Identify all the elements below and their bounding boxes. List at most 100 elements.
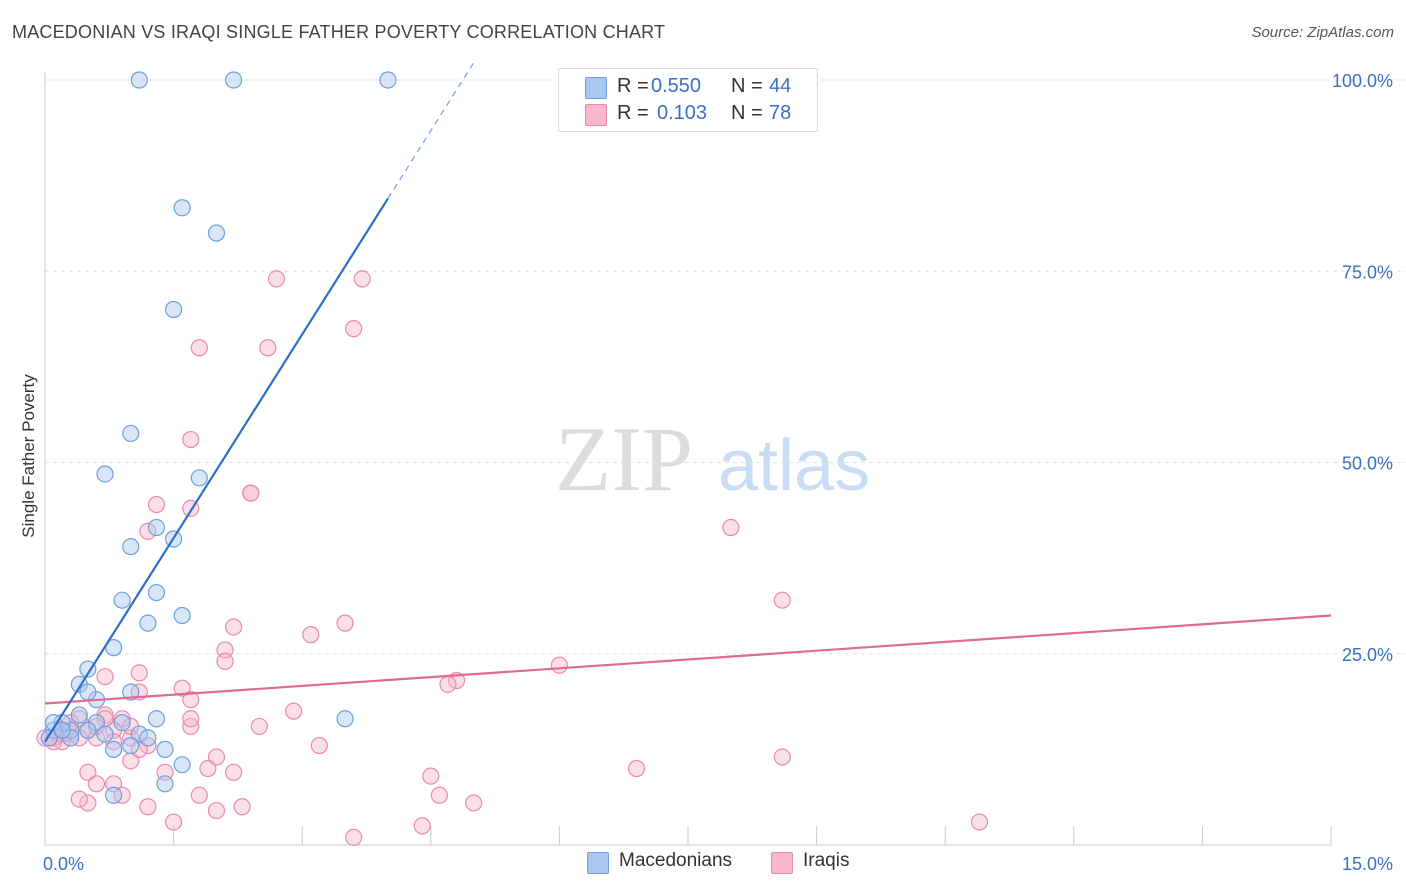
data-point-macedonians <box>147 583 166 602</box>
x-tick-label: 0.0% <box>43 854 84 874</box>
watermark-zip: ZIP <box>555 408 693 510</box>
series-macedonians <box>40 71 397 804</box>
bottom-legend-swatch-blue <box>587 852 609 874</box>
data-point-macedonians <box>122 538 140 556</box>
data-point-macedonians <box>130 71 148 89</box>
data-point-macedonians <box>53 721 71 739</box>
data-point-iraqis <box>285 702 303 720</box>
data-point-iraqis <box>130 664 148 682</box>
bottom-legend-label: Iraqis <box>803 850 850 871</box>
legend-swatch-pink <box>585 104 607 126</box>
axes <box>44 72 1332 846</box>
data-point-macedonians <box>379 71 397 89</box>
data-point-iraqis <box>267 270 286 288</box>
data-point-macedonians <box>96 465 114 483</box>
legend-n-label: N = <box>731 75 763 97</box>
data-point-macedonians <box>96 725 114 743</box>
data-point-iraqis <box>233 798 251 816</box>
chart-title: MACEDONIAN VS IRAQI SINGLE FATHER POVERT… <box>12 22 666 42</box>
legend-r-value: 0.550 <box>651 75 702 97</box>
data-point-macedonians <box>79 683 97 701</box>
data-point-iraqis <box>87 775 106 793</box>
legend-n-value: 78 <box>769 102 792 124</box>
data-point-iraqis <box>182 430 200 449</box>
data-point-iraqis <box>182 710 200 728</box>
data-point-iraqis <box>173 679 191 697</box>
data-point-iraqis <box>970 813 989 831</box>
trend-line-iraqis <box>44 614 1332 705</box>
data-point-iraqis <box>345 320 363 338</box>
data-point-iraqis <box>199 759 217 778</box>
data-point-iraqis <box>79 794 97 812</box>
data-point-iraqis <box>96 668 114 686</box>
data-point-macedonians <box>122 424 140 443</box>
source-label: Source: ZipAtlas.com <box>1251 24 1394 41</box>
data-point-macedonians <box>173 606 191 625</box>
data-point-iraqis <box>130 740 148 758</box>
data-point-iraqis <box>250 717 268 736</box>
data-point-iraqis <box>190 786 208 804</box>
data-point-iraqis <box>310 736 328 755</box>
data-point-macedonians <box>147 710 166 728</box>
data-point-macedonians <box>190 469 208 487</box>
data-point-iraqis <box>336 614 354 632</box>
legend-n-value: 44 <box>769 75 792 97</box>
data-point-iraqis <box>550 656 569 674</box>
data-point-iraqis <box>345 828 363 846</box>
data-point-macedonians <box>165 300 183 319</box>
trend-line-macedonians-extension <box>387 62 475 199</box>
data-point-macedonians <box>70 706 88 724</box>
data-point-macedonians <box>139 729 157 747</box>
data-point-iraqis <box>139 522 157 540</box>
data-point-iraqis <box>165 813 183 831</box>
data-point-macedonians <box>130 725 148 743</box>
legend-r-value: 0.103 <box>657 102 708 124</box>
data-point-macedonians <box>225 71 243 89</box>
data-point-iraqis <box>70 710 88 728</box>
data-point-iraqis <box>122 752 140 770</box>
data-point-iraqis <box>773 591 791 609</box>
legend-r-label: R = <box>617 75 649 97</box>
y-tick-label: 100.0% <box>1332 71 1393 91</box>
data-point-macedonians <box>147 518 166 537</box>
legend-swatch-blue <box>585 77 607 99</box>
data-point-iraqis <box>182 691 200 709</box>
data-point-iraqis <box>190 339 208 357</box>
data-point-iraqis <box>627 759 646 778</box>
data-point-iraqis <box>773 748 791 766</box>
data-point-iraqis <box>242 484 260 502</box>
data-point-iraqis <box>430 786 448 804</box>
data-point-iraqis <box>465 794 483 812</box>
data-point-iraqis <box>302 626 320 644</box>
trend-lines <box>44 62 1332 743</box>
data-point-iraqis <box>147 495 166 514</box>
data-point-macedonians <box>104 786 123 804</box>
data-point-iraqis <box>259 339 277 357</box>
data-point-iraqis <box>139 798 157 816</box>
y-tick-label: 25.0% <box>1342 645 1393 665</box>
x-tick-label: 15.0% <box>1342 854 1393 874</box>
tick-labels: 25.0% 50.0% 75.0% 100.0% 0.0% 15.0% <box>43 71 1393 874</box>
data-point-iraqis <box>207 748 226 766</box>
data-point-macedonians <box>207 224 226 242</box>
legend-n-label: N = <box>731 102 763 124</box>
data-point-macedonians <box>139 614 157 632</box>
legend-r-label: R = <box>617 102 649 124</box>
data-point-iraqis <box>216 652 234 671</box>
watermark-atlas: atlas <box>718 426 870 506</box>
y-axis-label: Single Father Poverty <box>19 374 38 538</box>
grid-lines <box>45 79 1406 655</box>
data-point-iraqis <box>353 270 371 288</box>
data-point-macedonians <box>113 713 131 732</box>
bottom-legend-swatch-pink <box>771 852 793 874</box>
data-point-macedonians <box>173 756 191 774</box>
data-point-macedonians <box>122 736 140 755</box>
watermark: ZIP atlas <box>555 408 870 510</box>
y-tick-label: 75.0% <box>1342 262 1393 282</box>
data-point-iraqis <box>225 618 243 636</box>
data-point-iraqis <box>413 817 431 835</box>
data-point-iraqis <box>439 675 457 693</box>
data-point-iraqis <box>207 801 226 820</box>
data-point-macedonians <box>336 710 354 728</box>
